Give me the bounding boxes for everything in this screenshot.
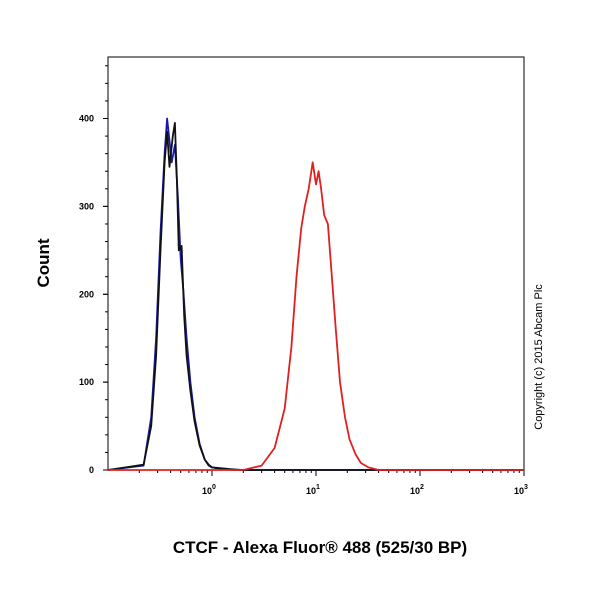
y-tick-label: 300 [79,201,94,211]
x-axis-ticks: 100 101 102 103 [138,470,528,496]
y-axis-ticks: 0 100 200 300 400 [79,65,108,475]
histogram-curve-3 [108,161,524,471]
x-tick-label: 101 [306,484,320,496]
x-tick-label: 103 [514,484,528,496]
y-tick-label: 400 [79,114,94,124]
copyright-notice: Copyright (c) 2015 Abcam Plc [533,284,545,430]
histogram-curve-1 [107,117,524,471]
histogram-curve-2 [107,122,524,471]
x-axis-title: CTCF - Alexa Fluor® 488 (525/30 BP) [173,538,467,557]
y-tick-label: 100 [79,377,94,387]
y-axis-title: Count [34,238,53,287]
x-tick-label: 100 [202,484,216,496]
y-tick-label: 0 [89,465,94,475]
y-tick-label: 200 [79,289,94,299]
histogram-series [107,117,524,471]
x-tick-label: 102 [410,484,424,496]
plot-frame [107,56,525,471]
